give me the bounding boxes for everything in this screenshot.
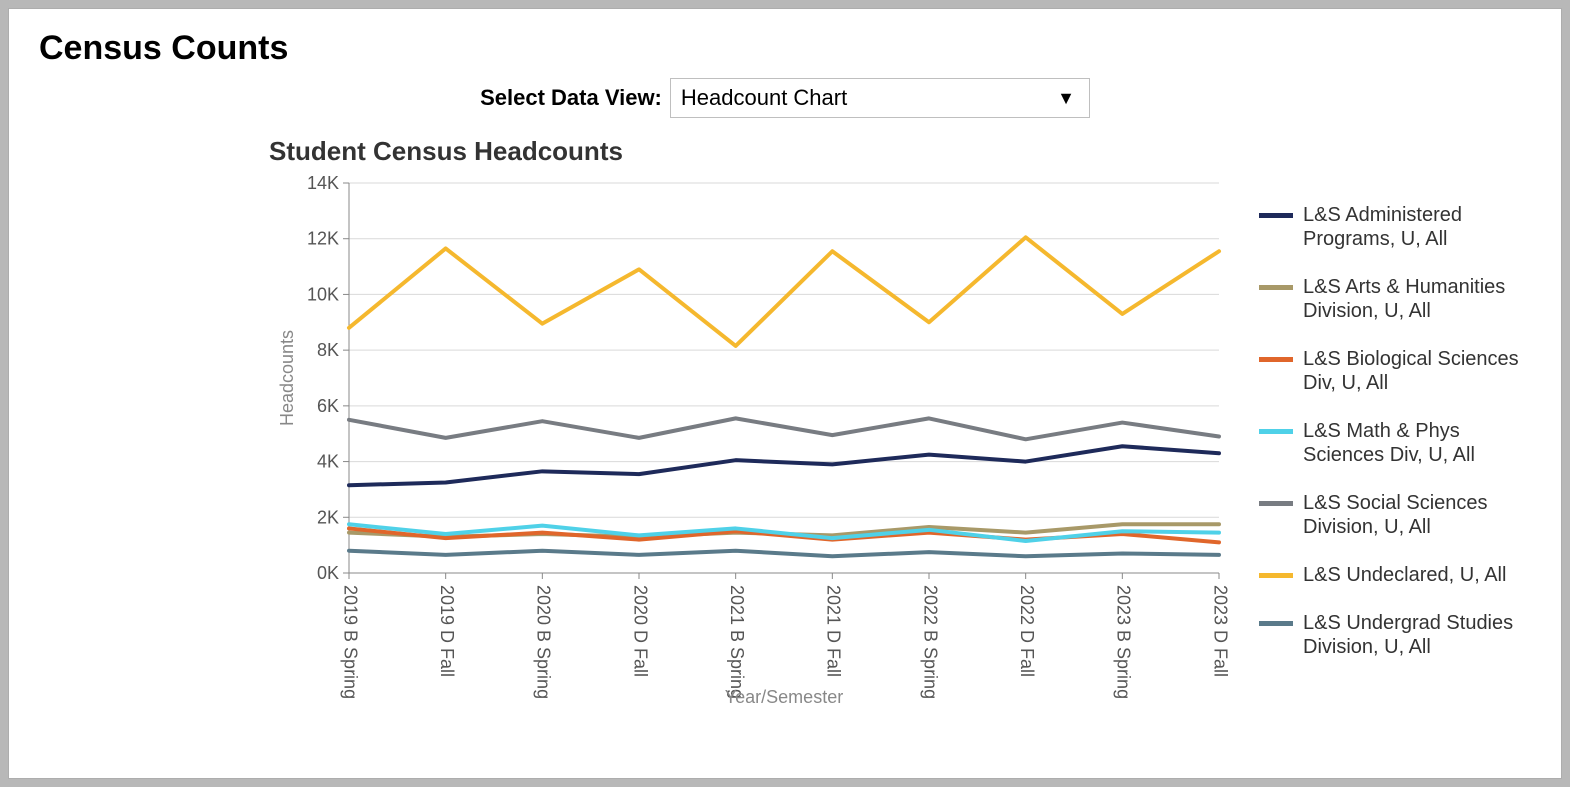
legend: L&S Administered Programs, U, All L&S Art… <box>1259 203 1539 659</box>
legend-swatch <box>1259 285 1293 290</box>
legend-swatch <box>1259 573 1293 578</box>
x-tick-label: 2022 D Fall <box>1017 585 1037 677</box>
legend-label: L&S Undeclared, U, All <box>1303 563 1506 587</box>
legend-item[interactable]: L&S Biological Sciences Div, U, All <box>1259 347 1539 395</box>
x-tick-label: 2023 D Fall <box>1210 585 1229 677</box>
legend-label: L&S Administered Programs, U, All <box>1303 203 1539 251</box>
y-tick-label: 4K <box>317 452 339 472</box>
legend-swatch <box>1259 621 1293 626</box>
legend-label: L&S Undergrad Studies Division, U, All <box>1303 611 1539 659</box>
y-tick-label: 12K <box>307 229 339 249</box>
legend-swatch <box>1259 429 1293 434</box>
panel: Census Counts Select Data View: Headcoun… <box>8 8 1562 779</box>
chart-block: Student Census Headcounts 0K 2K 4K 6K 8K 10K 1… <box>269 136 1539 718</box>
series-line <box>349 446 1219 485</box>
legend-swatch <box>1259 357 1293 362</box>
series-line <box>349 418 1219 439</box>
chart-row: 0K 2K 4K 6K 8K 10K 12K 14K 2019 B Spring 2019 D F… <box>269 173 1539 718</box>
legend-item[interactable]: L&S Administered Programs, U, All <box>1259 203 1539 251</box>
x-tick-label: 2020 D Fall <box>630 585 650 677</box>
data-view-label: Select Data View: <box>480 85 662 111</box>
x-tick-label: 2022 B Spring <box>920 585 940 699</box>
x-tick-label: 2021 B Spring <box>727 585 747 699</box>
chart-canvas: 0K 2K 4K 6K 8K 10K 12K 14K 2019 B Spring 2019 D F… <box>269 173 1229 718</box>
chevron-down-icon: ▼ <box>1057 88 1075 109</box>
y-tick-label: 6K <box>317 396 339 416</box>
data-view-row: Select Data View: Headcount Chart ▼ <box>39 78 1531 118</box>
x-tick-label: 2020 B Spring <box>534 585 554 699</box>
legend-label: L&S Math & Phys Sciences Div, U, All <box>1303 419 1539 467</box>
chart-title: Student Census Headcounts <box>269 136 1539 167</box>
y-tick-label: 2K <box>317 507 339 527</box>
y-tick-label: 8K <box>317 340 339 360</box>
legend-item[interactable]: L&S Arts & Humanities Division, U, All <box>1259 275 1539 323</box>
y-tick-label: 0K <box>317 563 339 583</box>
y-tick-label: 10K <box>307 284 339 304</box>
x-tick-label: 2019 D Fall <box>437 585 457 677</box>
data-view-select[interactable]: Headcount Chart ▼ <box>670 78 1090 118</box>
page-title: Census Counts <box>39 29 1531 68</box>
series-line <box>349 551 1219 557</box>
x-tick-label: 2019 B Spring <box>340 585 360 699</box>
series-line <box>349 237 1219 346</box>
legend-label: L&S Arts & Humanities Division, U, All <box>1303 275 1539 323</box>
legend-item[interactable]: L&S Undergrad Studies Division, U, All <box>1259 611 1539 659</box>
data-view-value: Headcount Chart <box>681 85 847 111</box>
legend-swatch <box>1259 501 1293 506</box>
legend-swatch <box>1259 213 1293 218</box>
outer-frame: Census Counts Select Data View: Headcoun… <box>0 0 1570 787</box>
legend-item[interactable]: L&S Undeclared, U, All <box>1259 563 1539 587</box>
legend-label: L&S Social Sciences Division, U, All <box>1303 491 1539 539</box>
legend-item[interactable]: L&S Math & Phys Sciences Div, U, All <box>1259 419 1539 467</box>
legend-item[interactable]: L&S Social Sciences Division, U, All <box>1259 491 1539 539</box>
legend-label: L&S Biological Sciences Div, U, All <box>1303 347 1539 395</box>
line-chart-svg: 0K 2K 4K 6K 8K 10K 12K 14K 2019 B Spring 2019 D F… <box>269 173 1229 713</box>
x-tick-label: 2021 D Fall <box>824 585 844 677</box>
y-axis-label: Headcounts <box>277 330 297 426</box>
y-tick-label: 14K <box>307 173 339 193</box>
x-axis-label: Year/Semester <box>725 687 843 707</box>
x-tick-label: 2023 B Spring <box>1114 585 1134 699</box>
